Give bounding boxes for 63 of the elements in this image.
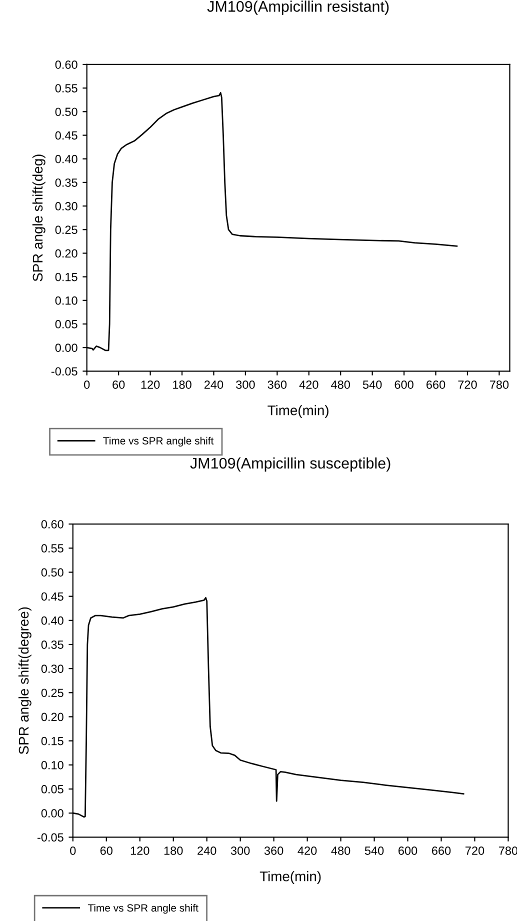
y-tick-label: 0.55: [41, 544, 64, 553]
y-tick-label: 0.40: [55, 154, 78, 164]
y-tick-label: -0.05: [51, 367, 78, 376]
x-tick-label: 180: [164, 846, 183, 855]
y-tick-label: 0.00: [55, 344, 78, 352]
y-tick-label: 0.25: [41, 688, 64, 698]
y-tick-label: 0.00: [41, 809, 64, 818]
x-tick-label: 0: [70, 846, 76, 855]
x-tick-label: 180: [173, 380, 192, 389]
x-tick-label: 240: [198, 846, 216, 855]
x-tick-label: 600: [398, 846, 418, 855]
y-tick-label: 0.45: [41, 592, 64, 601]
x-tick-label: 720: [458, 380, 477, 389]
chart-title: JM109(Ampicillin resistant): [207, 0, 389, 15]
y-tick-label: 0.05: [41, 785, 64, 794]
y-tick-label: -0.05: [37, 833, 64, 842]
y-tick-label: 0.55: [55, 84, 78, 92]
y-tick-label: 0.50: [55, 108, 78, 116]
y-tick-label: 0.15: [55, 272, 78, 282]
y-tick-label: 0.05: [55, 320, 78, 328]
y-tick-label: 0.40: [41, 616, 64, 625]
x-tick-label: 60: [112, 380, 125, 389]
x-tick-label: 420: [299, 380, 318, 389]
y-tick-label: 0.25: [55, 226, 78, 234]
x-tick-label: 660: [432, 846, 451, 855]
y-tick-label: 0.15: [41, 736, 64, 746]
x-tick-label: 60: [100, 846, 112, 855]
y-tick-label: 0.60: [55, 60, 78, 69]
x-tick-label: 120: [141, 380, 160, 389]
y-axis-title: SPR angle shift(degree): [18, 607, 32, 754]
x-tick-label: 480: [331, 380, 350, 389]
y-tick-label: 0.10: [55, 296, 78, 305]
x-tick-label: 240: [204, 380, 224, 389]
y-tick-label: 0.30: [41, 664, 64, 673]
x-axis-title: Time(min): [260, 871, 321, 884]
x-tick-label: 780: [490, 380, 509, 389]
y-tick-label: 0.30: [55, 202, 78, 210]
x-tick-label: 300: [230, 846, 250, 855]
x-tick-label: 540: [362, 380, 382, 389]
chart-title: JM109(Ampicillin susceptible): [190, 457, 390, 472]
x-axis-title: Time(min): [268, 405, 328, 418]
y-axis-title: SPR angle shift(deg): [32, 154, 46, 282]
y-tick-label: 0.50: [41, 568, 64, 577]
legend-label: Time vs SPR angle shift: [88, 904, 198, 914]
y-tick-label: 0.20: [41, 712, 64, 722]
x-tick-label: 720: [465, 846, 484, 855]
x-tick-label: 660: [426, 380, 446, 389]
y-tick-label: 0.45: [55, 131, 78, 140]
legend-label: Time vs SPR angle shift: [103, 436, 214, 447]
x-tick-label: 480: [331, 846, 350, 855]
x-tick-label: 540: [364, 846, 384, 855]
x-tick-label: 420: [298, 846, 317, 855]
x-tick-label: 300: [236, 380, 255, 389]
y-tick-label: 0.10: [41, 760, 64, 770]
y-tick-label: 0.20: [55, 249, 78, 258]
y-tick-label: 0.60: [41, 520, 64, 528]
x-tick-label: 600: [394, 380, 414, 389]
x-tick-label: 0: [84, 380, 90, 389]
x-tick-label: 120: [130, 846, 150, 855]
y-tick-label: 0.35: [55, 178, 78, 187]
y-tick-label: 0.35: [41, 640, 64, 649]
x-tick-label: 360: [264, 846, 284, 855]
x-tick-label: 360: [268, 380, 287, 389]
